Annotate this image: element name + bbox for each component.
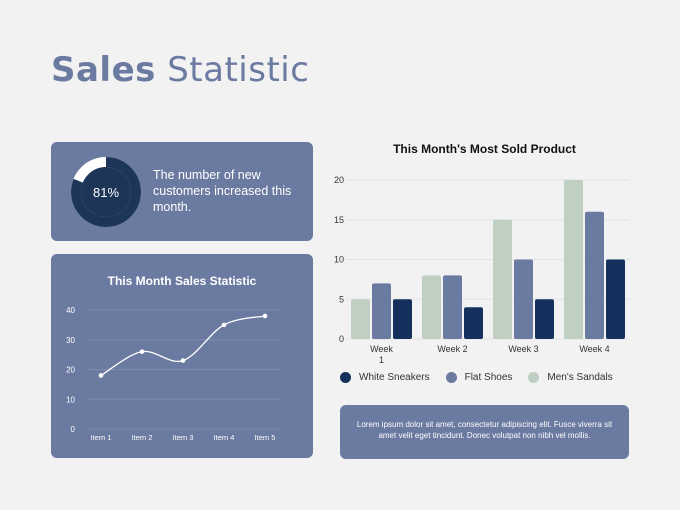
bar [443,275,462,339]
page-title-bold: Sales [51,50,156,90]
legend-swatch [528,372,540,383]
page-title-rest: Statistic [167,50,310,90]
line-xtick-label: Item 1 [91,433,112,442]
line-point [221,322,227,328]
kpi-description: The number of new customers increased th… [153,168,292,214]
line-ytick-label: 20 [66,366,75,375]
bar-xtick-label: Week 2 [437,344,467,354]
line-xtick-label: Item 2 [132,433,153,442]
bar-chart-title: This Month's Most Sold Product [393,142,576,156]
line-point [139,349,145,354]
legend-label: Flat Shoes [464,372,513,383]
kpi-donut: 81% [71,157,141,227]
donut-center [81,167,131,217]
bar [514,259,533,339]
bar-ytick-label: 0 [339,334,344,344]
bar-xtick-label: Week [370,344,393,354]
line-point [180,358,186,363]
bar [422,275,441,339]
line-point [98,373,104,378]
legend-swatch [340,372,351,383]
legend-item: Flat Shoes [445,372,513,383]
bar-xtick-label: Week 4 [579,344,609,354]
line-chart-title: This Month Sales Statistic [107,274,257,288]
line-point [262,313,268,319]
legend-swatch [445,372,457,383]
bar [564,180,583,339]
bar [351,299,370,339]
line-chart: 0 10 20 30 40 Item 1 Item 2 Item 3 Item 4 Item 5 [66,306,281,442]
line-xtick-label: Item 5 [255,433,276,442]
bar-xtick-label: Week 3 [508,344,538,354]
bar [535,299,554,339]
bar [585,211,604,339]
bar [464,307,483,339]
bar [493,219,512,339]
bar [393,299,412,339]
kpi-card: 81% The number of new customers increase… [51,142,313,241]
line-ytick-label: 10 [66,395,75,404]
note-card: Lorem ipsum dolor sit amet, consectetur … [340,405,629,459]
legend-label: White Sneakers [359,372,430,383]
bar-ytick-label: 5 [339,294,344,304]
legend-item: Men's Sandals [528,372,613,383]
bar-ytick-label: 10 [334,255,344,265]
line-ytick-label: 0 [71,425,76,434]
bar-chart-legend: White Sneakers Flat Shoes Men's Sandals [340,372,629,383]
bar [372,283,391,339]
legend-item: White Sneakers [340,372,430,383]
line-xtick-label: Item 4 [214,433,235,442]
line-chart-card: This Month Sales Statistic 0 10 20 30 40 Item… [51,254,313,458]
kpi-percent-label: 81% [93,185,119,200]
line-ytick-label: 30 [66,336,75,345]
legend-label: Men's Sandals [547,372,613,383]
line-ytick-label: 40 [66,306,75,315]
line-series [100,315,266,377]
bar-ytick-label: 15 [334,215,344,225]
page-title: Sales Statistic [51,50,309,90]
bar [606,259,625,339]
bar-ytick-label: 20 [334,175,344,185]
line-xtick-label: Item 3 [173,433,194,442]
donut-arc [71,157,141,227]
note-text: Lorem ipsum dolor sit amet, consectetur … [356,420,613,440]
bar-xtick-label: 1 [379,355,384,365]
